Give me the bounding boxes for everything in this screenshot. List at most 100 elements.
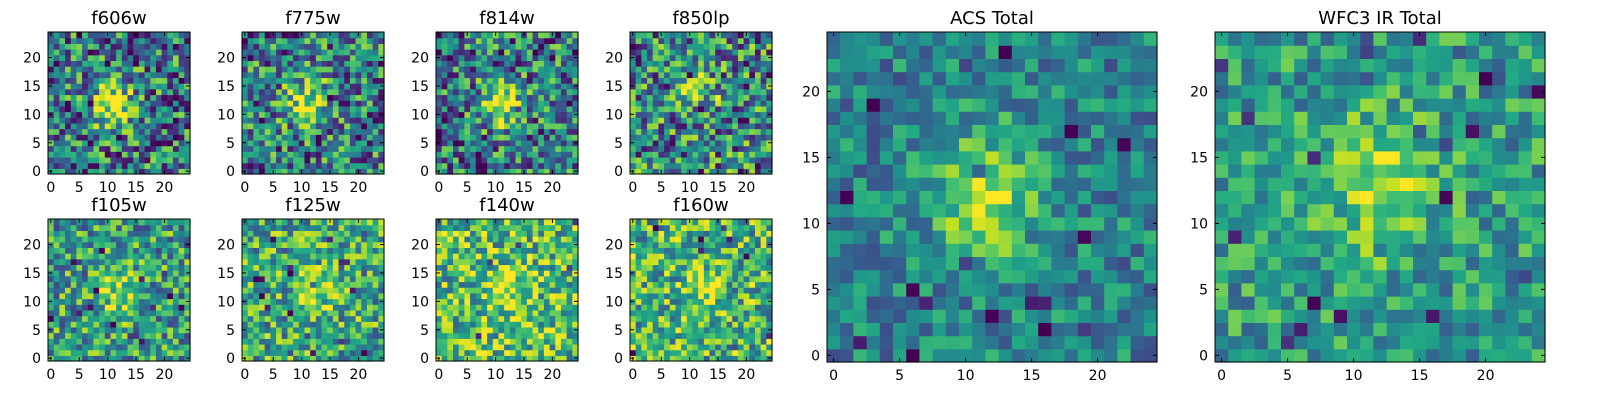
- heatmap-cell: [150, 258, 157, 266]
- heatmap-cell: [447, 111, 454, 118]
- heatmap-cell: [664, 287, 671, 294]
- heatmap-cell: [378, 117, 385, 124]
- heatmap-cell: [184, 32, 191, 39]
- heatmap-cell: [543, 343, 551, 351]
- heatmap-cell: [641, 37, 648, 44]
- heatmap-cell: [549, 60, 556, 67]
- heatmap-cell: [293, 355, 300, 362]
- heatmap-cell: [184, 156, 191, 164]
- heatmap-cell: [87, 338, 95, 345]
- heatmap-cell: [247, 332, 254, 339]
- heatmap-cell: [76, 122, 83, 130]
- heatmap-cell: [453, 264, 460, 271]
- y-tick-label: 15: [411, 79, 429, 95]
- heatmap-cell: [498, 241, 505, 248]
- heatmap-cell: [458, 32, 465, 39]
- heatmap-cell: [361, 54, 368, 61]
- heatmap-cell: [566, 264, 573, 271]
- heatmap-cell: [703, 37, 711, 44]
- heatmap-cell: [349, 292, 357, 300]
- heatmap-cell: [566, 139, 573, 147]
- heatmap-cell: [242, 224, 249, 231]
- heatmap-cell: [698, 94, 705, 101]
- heatmap-cell: [504, 83, 511, 90]
- heatmap-cell: [184, 49, 191, 56]
- heatmap-cell: [366, 145, 374, 152]
- heatmap-cell: [441, 111, 448, 118]
- heatmap-cell: [766, 88, 773, 96]
- heatmap-cell: [743, 287, 750, 294]
- heatmap-cell: [703, 49, 711, 56]
- heatmap-cell: [349, 281, 357, 288]
- heatmap-cell: [447, 100, 454, 107]
- heatmap-cell: [167, 117, 174, 124]
- heatmap-cell: [99, 343, 106, 351]
- heatmap-cell: [566, 128, 573, 135]
- heatmap-cell: [133, 54, 140, 61]
- heatmap-cell: [555, 355, 562, 362]
- heatmap-cell: [247, 100, 254, 107]
- heatmap-cell: [475, 343, 483, 351]
- heatmap-cell: [709, 168, 716, 175]
- heatmap-cell: [338, 49, 345, 56]
- heatmap-cell: [253, 139, 260, 147]
- heatmap-cell: [99, 224, 106, 231]
- heatmap-cell: [372, 134, 379, 141]
- heatmap-cell: [281, 88, 289, 96]
- heatmap-cell: [150, 247, 157, 254]
- heatmap-cell: [344, 168, 351, 175]
- heatmap-cell: [361, 100, 368, 107]
- heatmap-cell: [538, 83, 545, 90]
- heatmap-cell: [532, 37, 539, 44]
- heatmap-cell: [749, 349, 756, 356]
- heatmap-cell: [184, 105, 191, 113]
- heatmap-cell: [441, 156, 448, 164]
- heatmap-cell: [276, 111, 283, 118]
- heatmap-cell: [321, 156, 328, 164]
- heatmap-cell: [720, 151, 728, 158]
- heatmap-cell: [93, 355, 100, 362]
- heatmap-cell: [555, 224, 562, 231]
- heatmap-cell: [453, 151, 460, 158]
- heatmap-cell: [436, 287, 443, 294]
- heatmap-cell: [481, 298, 488, 305]
- heatmap-cell: [242, 94, 249, 101]
- heatmap-cell: [720, 281, 728, 288]
- heatmap-cell: [315, 270, 323, 277]
- heatmap-cell: [760, 343, 767, 351]
- y-tick-label: 5: [32, 136, 41, 152]
- heatmap-cell: [555, 162, 562, 169]
- heatmap-cell: [344, 162, 351, 169]
- heatmap-cell: [70, 117, 77, 124]
- heatmap-cell: [543, 315, 551, 322]
- heatmap-cell: [332, 270, 340, 277]
- heatmap-cell: [82, 168, 89, 175]
- heatmap-cell: [464, 71, 471, 79]
- heatmap-cell: [487, 32, 494, 39]
- heatmap-cell: [178, 100, 185, 107]
- heatmap-cell: [487, 247, 494, 254]
- heatmap-cell: [116, 128, 123, 135]
- heatmap-cell: [99, 270, 106, 277]
- heatmap-cell: [281, 128, 289, 135]
- heatmap-cell: [675, 83, 682, 90]
- heatmap-cell: [48, 224, 55, 231]
- heatmap-cell: [242, 77, 249, 84]
- heatmap-cell: [65, 88, 72, 96]
- heatmap-cell: [338, 241, 345, 248]
- heatmap-cell: [276, 77, 283, 84]
- heatmap-cell: [264, 247, 271, 254]
- heatmap-cell: [315, 253, 323, 260]
- heatmap-cell: [441, 139, 448, 147]
- heatmap-cell: [155, 66, 163, 73]
- heatmap-cell: [481, 105, 488, 113]
- heatmap-cell: [327, 236, 334, 243]
- heatmap-cell: [532, 258, 539, 266]
- heatmap-cell: [116, 134, 123, 141]
- heatmap-cell: [93, 304, 100, 311]
- heatmap-cell: [65, 343, 72, 351]
- heatmap-cell: [172, 134, 180, 141]
- heatmap-cell: [766, 117, 773, 124]
- heatmap-cell: [743, 117, 750, 124]
- heatmap-cell: [178, 241, 185, 248]
